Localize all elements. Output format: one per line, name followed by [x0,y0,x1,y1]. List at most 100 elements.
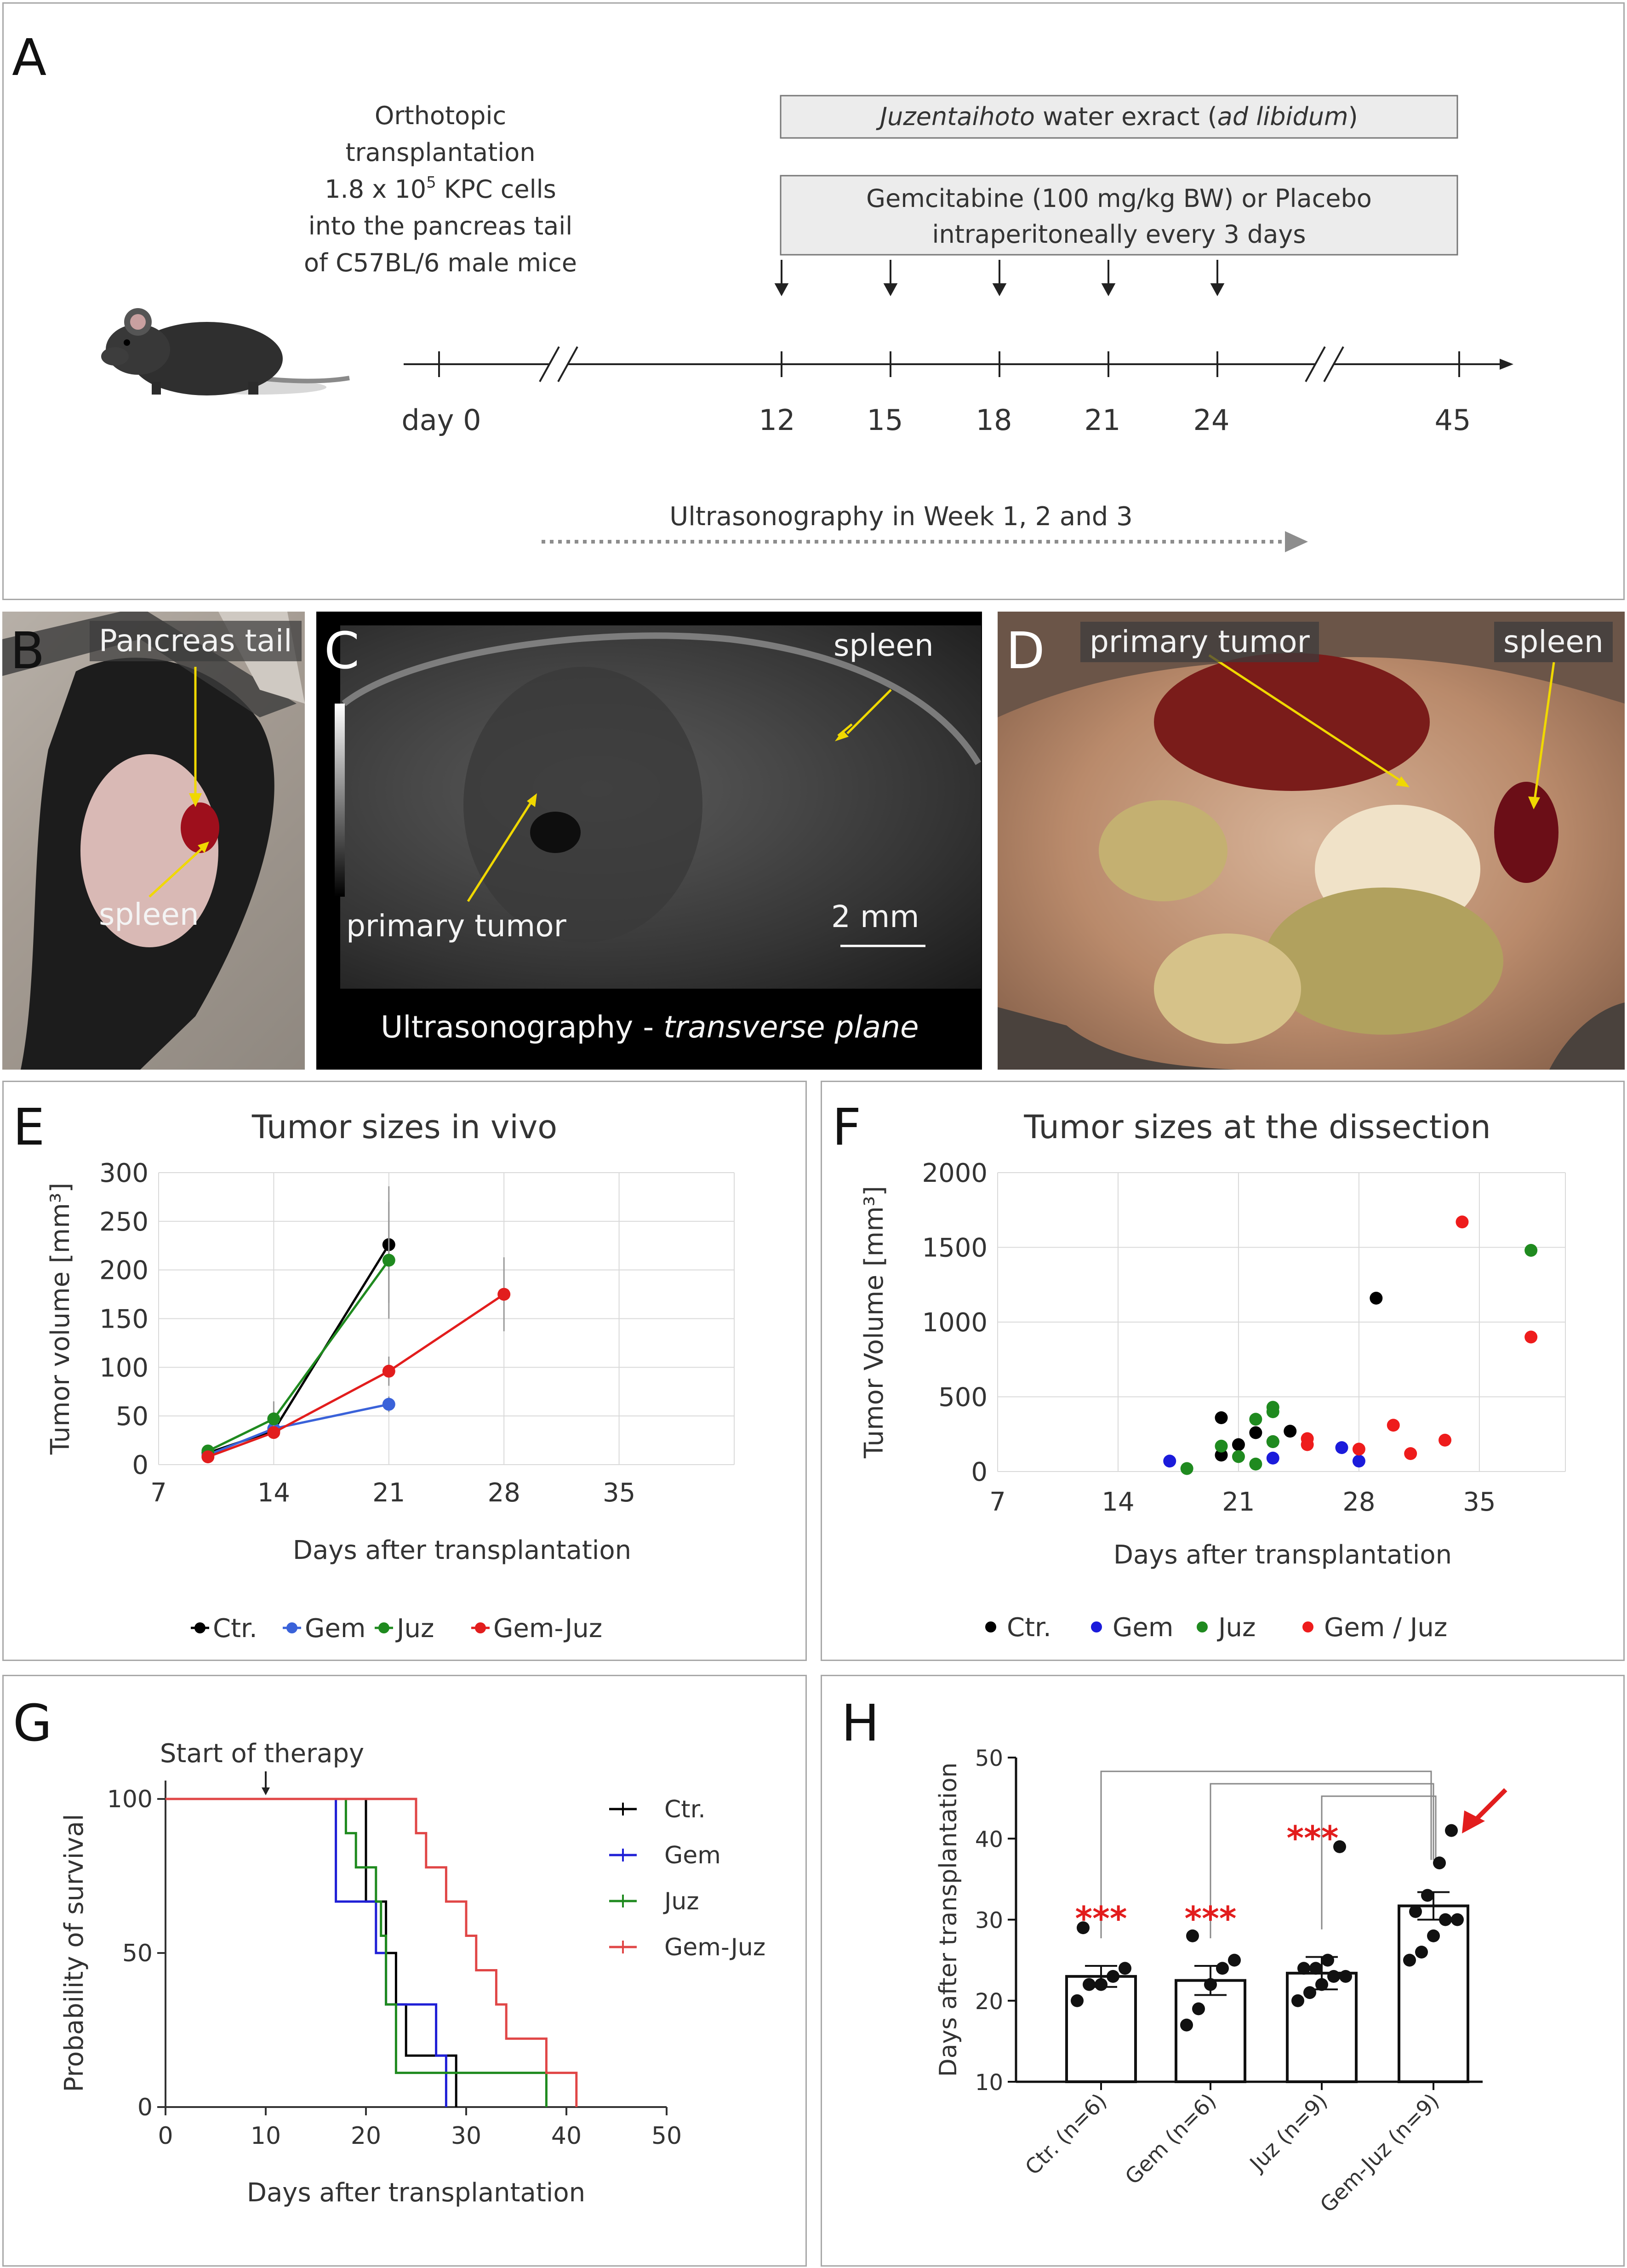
data-point [1107,1970,1119,1983]
day-15-label: 15 [867,403,903,437]
data-point [1297,1962,1310,1975]
data-point-GemJuz [1352,1443,1365,1456]
x-axis-label: Days after transplantation [1113,1540,1452,1570]
gemcitabine-line-2: intraperitoneally every 3 days [932,220,1306,249]
data-point-GemJuz [1456,1215,1469,1229]
data-point [1403,1953,1416,1967]
x-tick-label: 30 [451,2122,481,2150]
x-tick-label: 21 [1222,1487,1255,1517]
primary-tumor-label-c: primary tumor [346,908,566,944]
data-point-Gem-Juz [497,1288,511,1301]
data-point-Gem [1163,1455,1176,1468]
data-point [1180,2018,1193,2032]
series-line-Gem-Juz [207,1293,505,1458]
x-tick-label: 14 [1102,1487,1134,1517]
legend-label: Juz [395,1614,434,1644]
data-point-Ctr. [1232,1438,1245,1451]
y-tick-label: 0 [971,1457,988,1487]
legend-marker [1091,1621,1102,1632]
panel-h-label: H [841,1694,879,1753]
y-tick-label: 100 [99,1353,148,1383]
gemcitabine-line-1: Gemcitabine (100 mg/kg BW) or Placebo [866,184,1372,213]
y-tick-label: 10 [975,2070,1003,2096]
chart-g: 0 10 20 30 40 50 0 50 100 Days after transplantat… [59,1739,765,2208]
data-point-Ctr. [1215,1449,1228,1462]
y-tick-label: 40 [975,1827,1003,1852]
data-point [1339,1970,1352,1983]
legend-label: Ctr. [664,1796,706,1823]
comparison-bracket [1100,1770,1432,1938]
primary-tumor-tag-d: primary tumor [1080,622,1319,662]
chart-h: 10 20 30 40 50 Days after transplantation Ctr.… [935,1746,1507,2217]
y-tick-label: 50 [975,1746,1003,1771]
data-point-Gem [1352,1455,1365,1468]
mouse-dissection-b [2,612,305,1070]
photo-b: Pancreas tail spleen [2,612,305,1070]
ultrasound-label: Ultrasonography in Week 1, 2 and 3 [669,502,1132,532]
x-tick-label: Gem-Juz (n=9) [1315,2089,1444,2217]
panel-b-label: B [10,621,45,680]
x-tick-label: 35 [603,1478,635,1508]
data-point [1427,1929,1440,1942]
significance-marker: *** [1075,1899,1127,1938]
data-point [1291,1994,1304,2007]
data-point [1321,1953,1334,1967]
panel-a-label: A [12,28,47,87]
legend-marker [475,1622,486,1633]
start-of-therapy-arrowhead [262,1787,270,1795]
y-tick-label: 2000 [922,1158,988,1188]
ultrasound-overlay [335,632,981,947]
data-point-Juz [267,1412,280,1426]
legend-marker [1302,1621,1313,1632]
chart-title: Tumor sizes at the dissection [1023,1108,1490,1146]
start-of-therapy-label: Start of therapy [160,1739,364,1769]
panel-f-label: F [832,1098,862,1157]
data-point [1433,1856,1446,1870]
photo-c: spleen primary tumor 2 mm Ultrasonograph… [316,612,982,1070]
data-point-Gem-Juz [382,1364,395,1378]
legend-marker [194,1622,206,1633]
data-point-Juz [1249,1457,1262,1471]
legend-label: Gem [664,1842,721,1869]
spleen-label-b: spleen [99,897,199,932]
scale-bar-label: 2 mm [831,899,919,934]
x-tick-label: 50 [651,2122,682,2150]
dissection-photo-d [998,612,1625,1070]
x-tick-label: 40 [551,2122,582,2150]
timeline-arrowhead [1500,359,1513,370]
data-point-Juz [382,1254,395,1267]
data-point-GemJuz [1404,1447,1417,1460]
mouse-illustration [101,308,350,395]
data-point-GemJuz [1524,1330,1538,1344]
chart-f: 7 14 21 28 35 0 500 1000 1500 2000 Tumor sizes at … [859,1108,1566,1643]
protocol-line-1: Orthotopic [375,101,506,130]
panel-f [821,1081,1625,1661]
x-tick-label: 28 [1342,1487,1375,1517]
x-axis-label: Days after transplantation [293,1535,631,1565]
data-point [1309,1962,1322,1975]
data-point [1228,1953,1241,1967]
legend-marker [286,1622,297,1633]
y-tick-label: 50 [122,1940,153,1967]
protocol-line-3: 1.8 x 105 KPC cells [325,173,556,204]
data-point [1415,1946,1428,1959]
panel-g-label: G [13,1694,52,1753]
y-tick-label: 100 [107,1786,153,1813]
data-point-Juz [1180,1462,1193,1475]
data-point-GemJuz [1301,1438,1314,1451]
x-tick-label: 14 [257,1478,290,1508]
panel-d-label: D [1006,621,1045,680]
survival-curve-Gem-Juz [166,1798,578,2107]
spleen-label-c: spleen [833,628,934,663]
legend-marker [985,1621,996,1632]
x-tick-label: 10 [251,2122,281,2150]
x-tick-label: 35 [1463,1487,1496,1517]
data-point-Gem [1335,1441,1348,1454]
photo-d: primary tumor spleen [998,612,1625,1070]
panel-e [2,1081,807,1661]
data-point-Gem [1266,1451,1279,1465]
chart-title: Tumor sizes in vivo [251,1108,557,1146]
y-tick-label: 50 [116,1402,148,1432]
y-tick-label: 300 [99,1158,148,1188]
y-tick-label: 150 [99,1305,148,1334]
